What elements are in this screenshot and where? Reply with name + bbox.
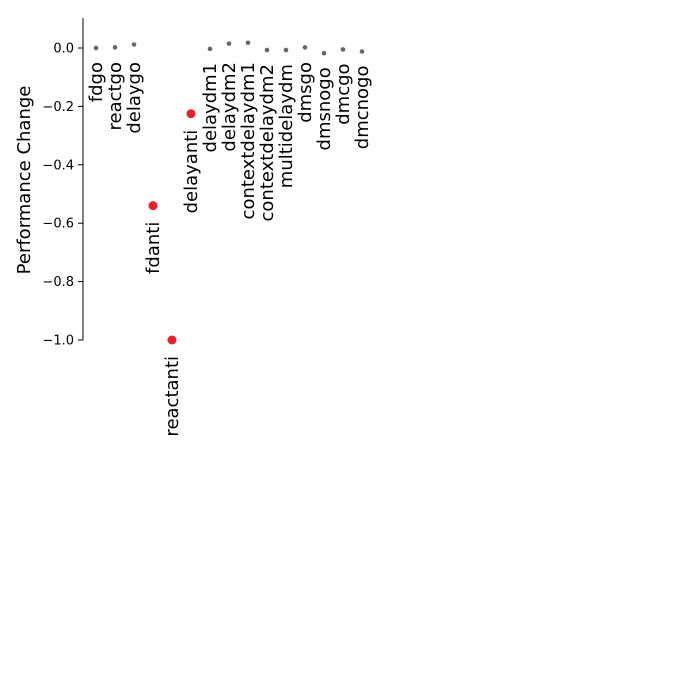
y-axis-label: Performance Change bbox=[14, 86, 35, 275]
task-label-dmcgo: dmcgo bbox=[333, 63, 354, 124]
task-label-dmcnogo: dmcnogo bbox=[352, 66, 373, 150]
data-point-delaydm1 bbox=[207, 46, 213, 52]
data-point-delaygo bbox=[131, 42, 137, 47]
data-point-delayanti bbox=[186, 109, 196, 119]
y-ticks: 0.0 −0.2 −0.4 −0.6 −0.8 −1.0 bbox=[42, 42, 83, 349]
y-tick-label: −1.0 bbox=[42, 334, 74, 349]
data-point-multidelaydm bbox=[283, 47, 289, 53]
y-tick-label: −0.8 bbox=[42, 275, 74, 290]
data-point-contextdelaydm1 bbox=[245, 40, 251, 46]
task-label-reactgo: reactgo bbox=[105, 62, 126, 131]
task-label-fdanti: fdanti bbox=[143, 222, 164, 274]
y-tick-label: −0.6 bbox=[42, 217, 74, 232]
data-point-fdgo bbox=[93, 45, 99, 51]
data-point-dmcgo bbox=[340, 47, 346, 52]
data-point-fdanti bbox=[148, 201, 158, 211]
y-tick-label: −0.4 bbox=[42, 158, 74, 173]
data-point-dmcnogo bbox=[359, 49, 365, 54]
task-label-delaygo: delaygo bbox=[124, 62, 145, 134]
task-label-fdgo: fdgo bbox=[86, 62, 107, 102]
task-label-delayanti: delayanti bbox=[181, 130, 202, 214]
task-label-contextdelaydm1: contextdelaydm1 bbox=[238, 62, 259, 219]
data-point-contextdelaydm2 bbox=[264, 47, 270, 53]
data-points bbox=[93, 40, 365, 345]
task-label-multidelaydm: multidelaydm bbox=[276, 64, 297, 188]
data-point-reactgo bbox=[112, 45, 118, 50]
data-point-reactanti bbox=[167, 335, 177, 345]
y-tick-label: −0.2 bbox=[42, 100, 74, 115]
task-label-dmsgo: dmsgo bbox=[295, 62, 316, 123]
data-point-dmsgo bbox=[302, 45, 308, 50]
y-tick-label: 0.0 bbox=[53, 42, 74, 57]
task-label-contextdelaydm2: contextdelaydm2 bbox=[257, 64, 278, 221]
data-point-delaydm2 bbox=[226, 41, 232, 46]
task-label-reactanti: reactanti bbox=[162, 356, 183, 437]
task-label-delaydm1: delaydm1 bbox=[200, 63, 221, 153]
data-point-dmsnogo bbox=[321, 50, 327, 56]
task-label-dmsnogo: dmsnogo bbox=[314, 67, 335, 150]
task-label-delaydm2: delaydm2 bbox=[219, 62, 240, 152]
axes: 0.0 −0.2 −0.4 −0.6 −0.8 −1.0 bbox=[42, 18, 84, 349]
